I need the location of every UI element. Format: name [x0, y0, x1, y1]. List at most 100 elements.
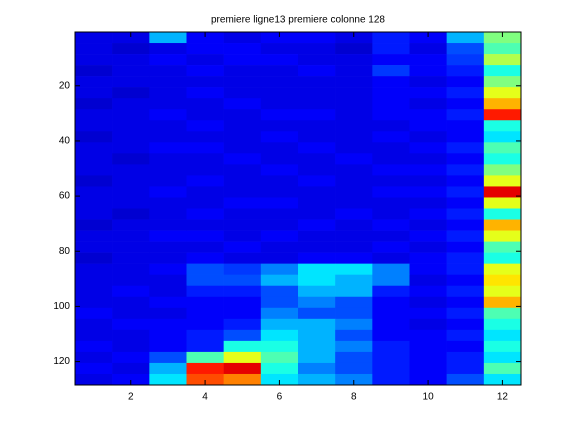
cell — [446, 230, 485, 242]
cell — [260, 219, 299, 231]
cell — [335, 285, 373, 298]
cell — [446, 329, 485, 342]
cell — [335, 219, 373, 231]
cell — [149, 274, 187, 287]
cell — [186, 142, 224, 154]
cell — [483, 87, 522, 99]
cell — [75, 373, 113, 386]
cell — [149, 87, 187, 99]
cell — [409, 241, 447, 253]
cell — [335, 54, 373, 66]
cell — [112, 219, 150, 231]
cell — [483, 142, 522, 154]
y-tick-label: 20 — [59, 80, 71, 91]
cell — [372, 274, 410, 287]
cell — [446, 142, 485, 154]
cell — [335, 340, 373, 353]
cell — [112, 65, 150, 77]
cell — [223, 65, 262, 77]
cell — [223, 219, 262, 231]
cell — [260, 142, 299, 154]
cell — [446, 87, 485, 99]
cell — [483, 186, 522, 198]
cell — [260, 65, 299, 77]
cell — [260, 109, 299, 121]
cell — [298, 43, 336, 55]
cell — [75, 329, 113, 342]
cell — [186, 109, 224, 121]
cell — [186, 340, 224, 353]
cell — [372, 186, 410, 198]
cell — [298, 373, 336, 386]
cell — [298, 318, 336, 331]
cell — [335, 32, 373, 44]
cell — [75, 54, 113, 66]
cell — [112, 87, 150, 99]
cell — [446, 65, 485, 77]
cell — [149, 329, 187, 342]
cell — [75, 65, 113, 77]
cell — [223, 274, 262, 287]
cell — [372, 164, 410, 176]
cell — [372, 98, 410, 110]
cell — [75, 153, 113, 165]
cell — [149, 32, 187, 44]
cell — [112, 318, 150, 331]
cell — [335, 76, 373, 88]
cell — [298, 340, 336, 353]
cell — [186, 120, 224, 132]
cell — [372, 318, 410, 331]
cell — [260, 263, 299, 275]
cell — [75, 109, 113, 121]
cell — [372, 340, 410, 353]
cell — [75, 164, 113, 176]
cell — [298, 362, 336, 375]
cell — [446, 153, 485, 165]
cell — [409, 87, 447, 99]
cell — [75, 208, 113, 220]
cell — [483, 131, 522, 143]
cell — [223, 197, 262, 209]
y-tick-label: 120 — [53, 356, 70, 367]
cell — [223, 76, 262, 88]
cell — [75, 307, 113, 320]
cell — [483, 241, 522, 253]
cell — [483, 252, 522, 264]
cell — [149, 120, 187, 132]
cell — [335, 263, 373, 275]
cell — [409, 142, 447, 154]
cell — [75, 131, 113, 143]
cell — [112, 263, 150, 275]
cell — [260, 186, 299, 198]
cell — [483, 373, 522, 386]
x-tick-label: 8 — [351, 392, 357, 403]
cell — [298, 87, 336, 99]
cell — [298, 230, 336, 242]
cell — [186, 252, 224, 264]
cell — [75, 175, 113, 187]
cell — [483, 274, 522, 287]
cell — [75, 263, 113, 275]
cell — [149, 252, 187, 264]
cell — [186, 307, 224, 320]
cell — [446, 340, 485, 353]
cell — [409, 307, 447, 320]
cell — [409, 43, 447, 55]
cell — [260, 164, 299, 176]
cell — [409, 208, 447, 220]
cell — [446, 274, 485, 287]
cell — [298, 351, 336, 364]
y-tick-label: 80 — [59, 246, 71, 257]
cell — [149, 186, 187, 198]
cell — [112, 208, 150, 220]
cell — [149, 76, 187, 88]
cell — [186, 153, 224, 165]
cell — [409, 120, 447, 132]
cell — [372, 362, 410, 375]
cell — [223, 329, 262, 342]
cell — [409, 296, 447, 309]
axes-box — [74, 31, 522, 386]
cell — [335, 109, 373, 121]
cell — [223, 142, 262, 154]
